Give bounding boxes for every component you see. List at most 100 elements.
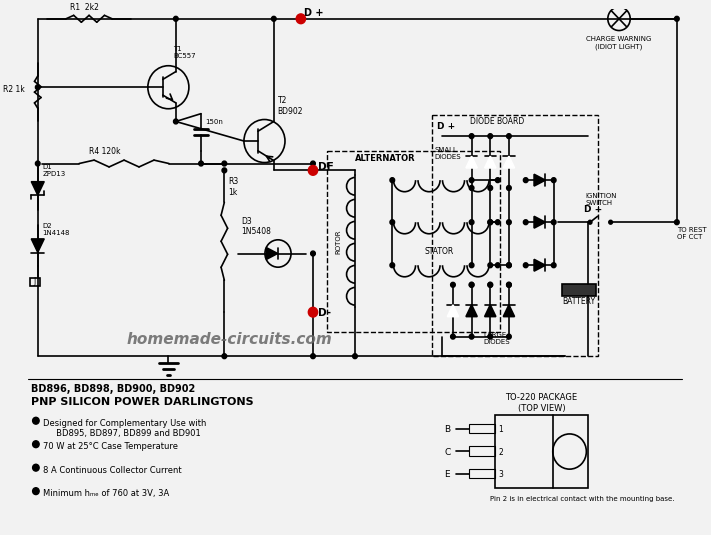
Text: E: E bbox=[444, 470, 450, 479]
Text: D2
1N4148: D2 1N4148 bbox=[43, 223, 70, 236]
Text: C: C bbox=[444, 448, 451, 456]
Circle shape bbox=[36, 161, 40, 166]
Text: 8 A Continuous Collector Current: 8 A Continuous Collector Current bbox=[43, 466, 182, 475]
Circle shape bbox=[311, 251, 315, 256]
Circle shape bbox=[33, 488, 39, 494]
Circle shape bbox=[523, 178, 528, 182]
Bar bbox=[31, 278, 40, 286]
Circle shape bbox=[390, 263, 395, 268]
Text: R1  2k2: R1 2k2 bbox=[70, 3, 100, 12]
Polygon shape bbox=[534, 259, 545, 271]
Circle shape bbox=[469, 134, 474, 139]
Bar bbox=[562, 284, 596, 295]
Circle shape bbox=[390, 178, 395, 182]
Circle shape bbox=[469, 186, 474, 190]
Circle shape bbox=[488, 282, 493, 287]
Circle shape bbox=[309, 165, 318, 175]
Text: SMALL
DIODES: SMALL DIODES bbox=[434, 147, 461, 159]
Polygon shape bbox=[485, 305, 496, 317]
Circle shape bbox=[173, 119, 178, 124]
Circle shape bbox=[488, 220, 493, 225]
Circle shape bbox=[488, 220, 493, 225]
Text: DF: DF bbox=[318, 163, 333, 172]
Text: IGNITION
SWITCH: IGNITION SWITCH bbox=[585, 193, 617, 205]
Circle shape bbox=[488, 282, 493, 287]
Circle shape bbox=[496, 263, 500, 268]
Circle shape bbox=[506, 282, 511, 287]
Text: TO REST
OF CCT: TO REST OF CCT bbox=[677, 227, 707, 240]
Circle shape bbox=[36, 85, 40, 90]
Polygon shape bbox=[466, 156, 477, 168]
Circle shape bbox=[222, 168, 227, 173]
Text: CHARGE WARNING
(IDIOT LIGHT): CHARGE WARNING (IDIOT LIGHT) bbox=[587, 36, 652, 50]
Circle shape bbox=[451, 334, 455, 339]
Circle shape bbox=[488, 334, 493, 339]
Circle shape bbox=[469, 220, 474, 225]
Circle shape bbox=[222, 354, 227, 358]
Text: 70 W at 25°C Case Temperature: 70 W at 25°C Case Temperature bbox=[43, 442, 178, 451]
Polygon shape bbox=[503, 305, 515, 317]
Text: STATOR: STATOR bbox=[425, 247, 454, 256]
Circle shape bbox=[675, 17, 679, 21]
Circle shape bbox=[506, 134, 511, 139]
Circle shape bbox=[272, 17, 276, 21]
Circle shape bbox=[675, 220, 679, 225]
Polygon shape bbox=[447, 305, 459, 317]
Circle shape bbox=[588, 220, 592, 224]
Circle shape bbox=[506, 186, 511, 190]
Text: R4 120k: R4 120k bbox=[89, 147, 121, 156]
Circle shape bbox=[469, 334, 474, 339]
Circle shape bbox=[309, 307, 318, 317]
Text: TO-220 PACKAGE
(TOP VIEW): TO-220 PACKAGE (TOP VIEW) bbox=[506, 393, 577, 412]
Circle shape bbox=[33, 464, 39, 471]
Circle shape bbox=[311, 161, 315, 166]
Text: Designed for Complementary Use with
     BD895, BD897, BD899 and BD901: Designed for Complementary Use with BD89… bbox=[43, 419, 207, 438]
Circle shape bbox=[488, 263, 493, 268]
Circle shape bbox=[523, 263, 528, 268]
Circle shape bbox=[198, 161, 203, 166]
Circle shape bbox=[469, 282, 474, 287]
Bar bbox=[495, 415, 588, 488]
Circle shape bbox=[506, 220, 511, 225]
Circle shape bbox=[488, 134, 493, 139]
Text: D-: D- bbox=[318, 308, 331, 318]
Text: Minimum hₘₑ of 760 at 3V, 3A: Minimum hₘₑ of 760 at 3V, 3A bbox=[43, 489, 170, 498]
Circle shape bbox=[496, 178, 500, 182]
Text: Pin 2 is in electrical contact with the mounting base.: Pin 2 is in electrical contact with the … bbox=[491, 496, 675, 502]
Circle shape bbox=[390, 220, 395, 225]
Circle shape bbox=[451, 282, 455, 287]
Text: T2
BD902: T2 BD902 bbox=[277, 96, 303, 116]
Circle shape bbox=[173, 17, 178, 21]
Text: R2 1k: R2 1k bbox=[3, 85, 25, 94]
Text: D3
1N5408: D3 1N5408 bbox=[241, 217, 271, 236]
Text: J: J bbox=[33, 277, 36, 286]
Circle shape bbox=[222, 161, 227, 166]
Text: 150n: 150n bbox=[205, 119, 223, 125]
Circle shape bbox=[506, 263, 511, 268]
Text: B: B bbox=[444, 425, 451, 434]
Text: 2: 2 bbox=[498, 448, 503, 456]
Text: LARGE
DIODES: LARGE DIODES bbox=[483, 332, 510, 346]
Text: D +: D + bbox=[304, 8, 324, 18]
Circle shape bbox=[469, 178, 474, 182]
Circle shape bbox=[523, 220, 528, 225]
Bar bbox=[469, 424, 495, 433]
Text: 3: 3 bbox=[498, 470, 503, 479]
Polygon shape bbox=[31, 181, 44, 195]
Bar bbox=[469, 469, 495, 478]
Text: T1
BC557: T1 BC557 bbox=[173, 46, 196, 59]
Circle shape bbox=[551, 263, 556, 268]
Circle shape bbox=[506, 334, 511, 339]
Circle shape bbox=[496, 220, 500, 225]
Circle shape bbox=[469, 282, 474, 287]
Circle shape bbox=[296, 14, 306, 24]
Polygon shape bbox=[466, 305, 477, 317]
Circle shape bbox=[488, 186, 493, 190]
Text: PNP SILICON POWER DARLINGTONS: PNP SILICON POWER DARLINGTONS bbox=[31, 398, 254, 407]
Circle shape bbox=[506, 282, 511, 287]
Text: homemade-circuits.com: homemade-circuits.com bbox=[126, 332, 332, 347]
Text: R3
1k: R3 1k bbox=[228, 178, 238, 197]
Polygon shape bbox=[534, 216, 545, 228]
Polygon shape bbox=[503, 156, 515, 168]
Circle shape bbox=[311, 354, 315, 358]
